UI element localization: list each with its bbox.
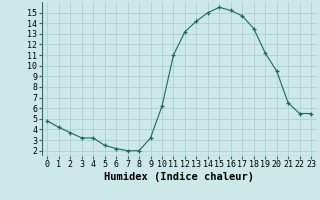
X-axis label: Humidex (Indice chaleur): Humidex (Indice chaleur) xyxy=(104,172,254,182)
